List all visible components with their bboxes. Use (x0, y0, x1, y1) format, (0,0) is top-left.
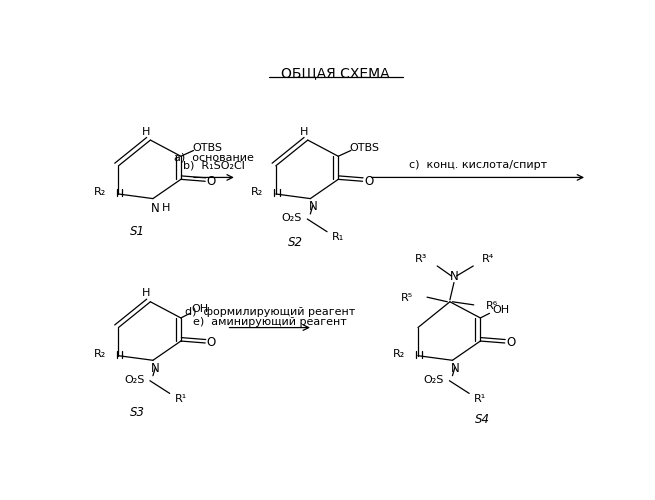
Text: OH: OH (492, 305, 509, 316)
Text: O: O (207, 336, 216, 349)
Text: O₂S: O₂S (423, 374, 444, 384)
Text: R⁵: R⁵ (401, 293, 413, 303)
Text: e)  аминирующий реагент: e) аминирующий реагент (193, 317, 346, 327)
Text: O₂S: O₂S (281, 213, 302, 223)
Text: R₂: R₂ (94, 349, 105, 359)
Text: N: N (151, 362, 160, 374)
Text: H: H (142, 288, 151, 298)
Text: R⁴: R⁴ (482, 254, 494, 264)
Text: R⁶: R⁶ (485, 300, 498, 310)
Text: H: H (142, 126, 151, 136)
Text: R³: R³ (415, 254, 427, 264)
Text: H: H (299, 126, 308, 136)
Text: O: O (207, 175, 216, 188)
Text: O: O (364, 175, 373, 188)
Text: N: N (449, 270, 458, 283)
Text: N: N (309, 200, 317, 213)
Text: b)  R₁SO₂Cl: b) R₁SO₂Cl (183, 161, 245, 171)
Text: N: N (151, 202, 160, 214)
Text: R¹: R¹ (474, 394, 487, 404)
Text: OTBS: OTBS (193, 143, 222, 153)
Text: OTBS: OTBS (350, 143, 380, 153)
Text: ОБЩАЯ СХЕМА: ОБЩАЯ СХЕМА (282, 66, 390, 80)
Text: a)  основание: a) основание (174, 152, 253, 162)
Text: R₂: R₂ (393, 349, 405, 359)
Text: R₂: R₂ (94, 187, 105, 197)
Text: d)  формилирующий реагент: d) формилирующий реагент (185, 307, 355, 317)
Text: S4: S4 (476, 414, 491, 426)
Text: O: O (506, 336, 515, 349)
Text: S3: S3 (130, 406, 145, 419)
Text: R₂: R₂ (251, 187, 263, 197)
Text: N: N (451, 362, 459, 374)
Text: O₂S: O₂S (124, 374, 144, 384)
Text: S1: S1 (130, 225, 145, 238)
Text: H: H (161, 203, 170, 213)
Text: R₁: R₁ (332, 232, 345, 242)
Text: R¹: R¹ (175, 394, 187, 404)
Text: c)  конц. кислота/спирт: c) конц. кислота/спирт (409, 160, 547, 170)
Text: OH: OH (192, 304, 209, 314)
Text: S2: S2 (288, 236, 303, 250)
